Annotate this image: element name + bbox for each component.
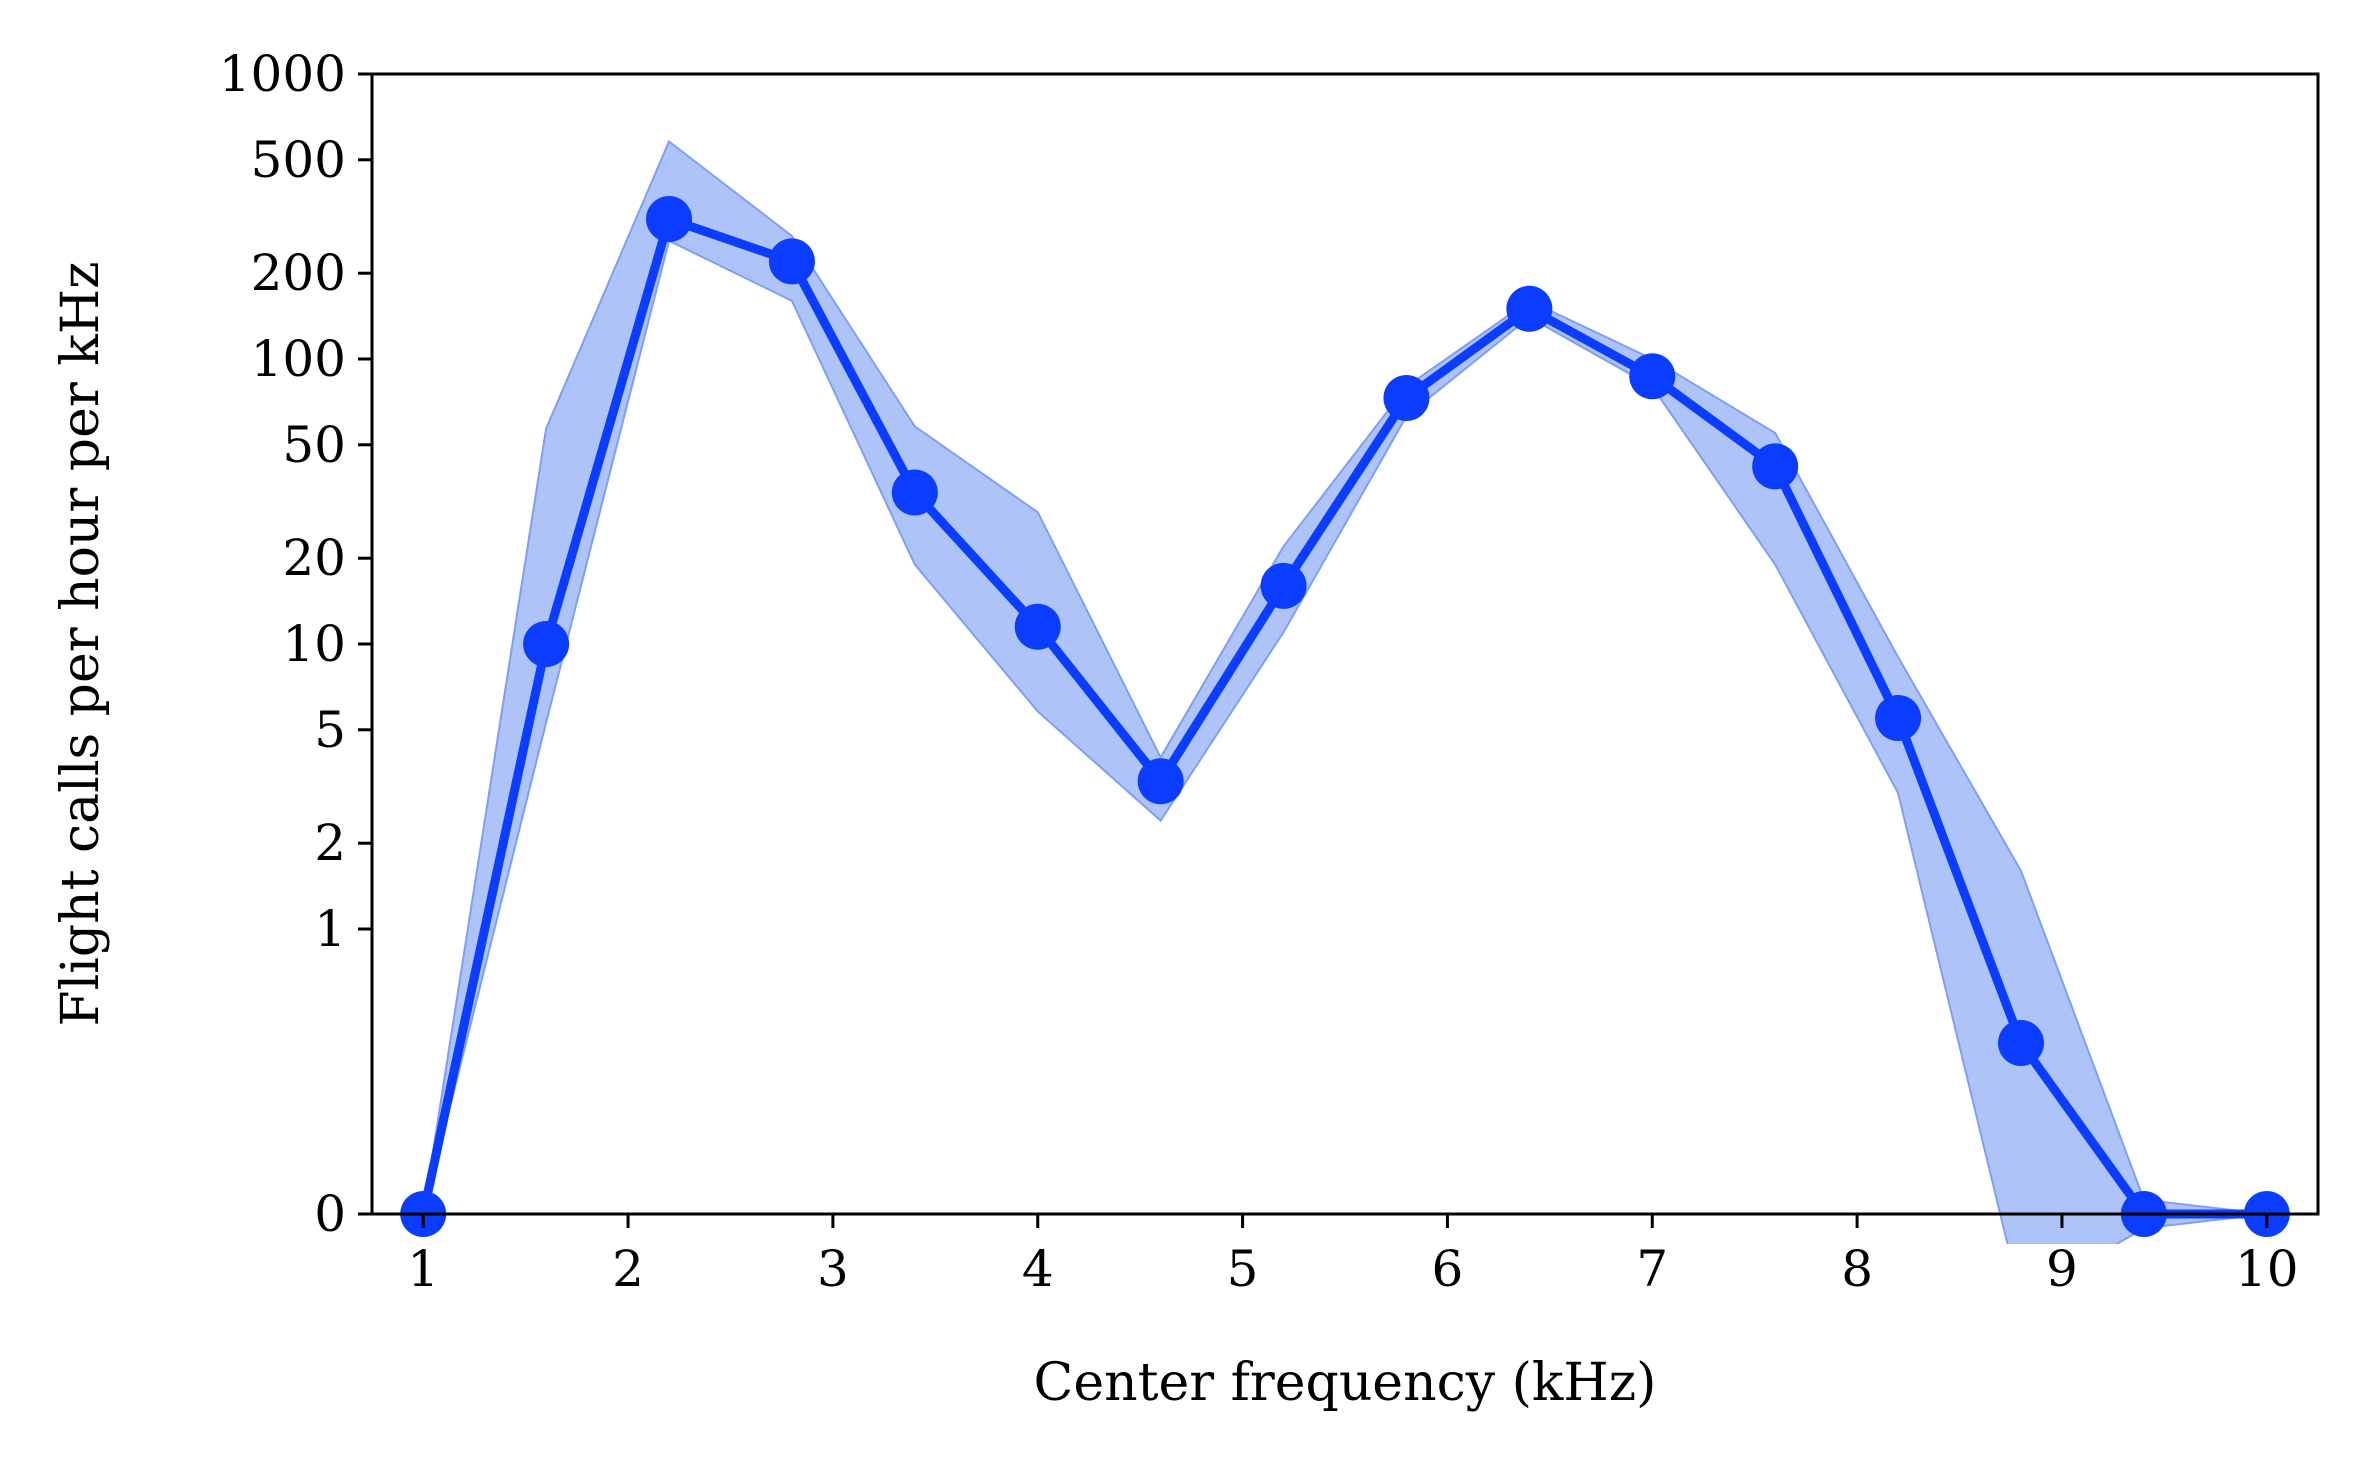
series-line-layer [418,214,2272,1219]
y-tick-label: 50 [282,416,346,474]
x-axis-ticks: 1 2 3 4 5 6 7 8 9 10 [407,1214,2299,1298]
x-tick-label: 2 [612,1240,644,1298]
x-tick-label: 3 [817,1240,849,1298]
x-tick-label: 9 [2046,1240,2078,1298]
data-point [1014,603,1061,650]
y-tick-label: 500 [251,131,346,189]
x-tick-label: 7 [1636,1240,1668,1298]
data-point [1875,695,1922,741]
y-tick-label: 1 [314,900,346,958]
series-line [418,214,2272,1219]
data-point [1629,353,1676,400]
data-point [1752,443,1799,490]
data-point [1997,1020,2044,1066]
y-tick-label: 100 [251,330,346,388]
y-tick-label: 10 [282,615,346,673]
y-tick-label: 2 [314,814,346,872]
x-tick-label: 6 [1432,1240,1464,1298]
confidence-band-layer [422,139,2267,1244]
data-point [1137,758,1184,805]
y-tick-label: 20 [282,529,346,587]
x-tick-label: 1 [407,1240,439,1298]
data-point [1260,562,1307,609]
y-tick-label: 1000 [219,45,346,103]
x-tick-label: 4 [1022,1240,1054,1298]
data-point [646,195,693,242]
data-point [891,469,938,516]
x-tick-label: 8 [1841,1240,1873,1298]
data-point [1506,285,1553,332]
data-point [768,238,815,285]
y-tick-label: 0 [314,1185,346,1243]
y-axis-ticks: 0 1 2 5 10 20 50 100 200 500 1000 [219,45,372,1243]
confidence-band [422,139,2267,1244]
y-tick-label: 200 [251,244,346,302]
y-axis-title: Flight calls per hour per kHz [51,262,111,1027]
x-axis-title: Center frequency (kHz) [1034,1353,1657,1413]
data-point [1383,374,1430,421]
data-point [523,621,570,667]
y-tick-label: 5 [314,701,346,759]
x-tick-label: 5 [1227,1240,1259,1298]
x-tick-label: 10 [2235,1240,2299,1298]
